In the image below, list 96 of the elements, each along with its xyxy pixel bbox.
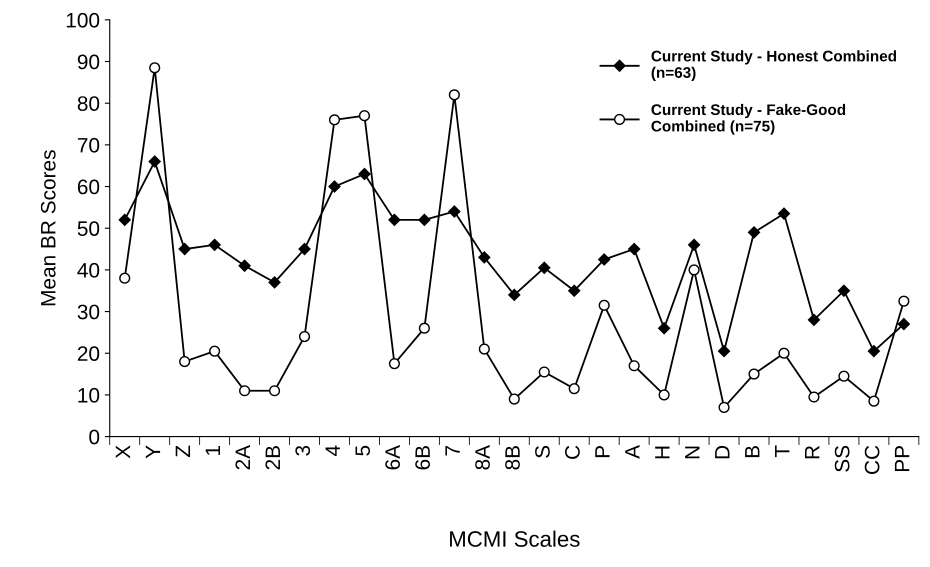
x-tick-label: A — [625, 444, 640, 459]
x-axis-title: MCMI Scales — [450, 530, 580, 547]
x-tick-label: N — [685, 446, 700, 458]
x-tick-label: C — [565, 446, 580, 459]
point — [118, 214, 131, 226]
x-tick-label: B — [745, 446, 760, 458]
y-tick-label: 80 — [78, 96, 100, 111]
point — [598, 253, 610, 266]
x-tick-label: 6B — [415, 446, 430, 470]
x-tick-label: 2A — [235, 444, 250, 470]
point — [808, 391, 820, 403]
point — [898, 296, 910, 307]
x-tick-label: 3 — [295, 446, 310, 456]
point — [868, 396, 880, 407]
x-tick-label: 8B — [505, 446, 520, 470]
x-tick-label: P — [595, 446, 610, 458]
x-tick-label: X — [116, 445, 130, 458]
y-tick-label: 10 — [78, 388, 100, 403]
point — [538, 262, 550, 274]
x-tick-label: R — [805, 446, 820, 458]
legend-label: Current Study - Fake-Good Combined (n=75) — [651, 104, 846, 135]
point — [568, 383, 580, 394]
point — [388, 214, 401, 226]
x-tick-label: PP — [894, 446, 910, 472]
point — [748, 226, 760, 238]
y-tick-label: 30 — [78, 304, 100, 320]
point — [179, 356, 190, 368]
point — [868, 345, 880, 358]
point — [358, 168, 371, 180]
point — [239, 385, 250, 396]
y-tick-label: 100 — [66, 12, 100, 28]
point — [148, 155, 161, 168]
point — [838, 370, 850, 382]
point — [418, 214, 430, 226]
x-tick-label: 7 — [445, 446, 460, 456]
point — [658, 322, 670, 334]
y-tick-label: 0 — [89, 430, 100, 444]
point — [508, 288, 520, 301]
point — [268, 276, 281, 288]
y-tick-label: 50 — [78, 221, 100, 236]
point — [568, 284, 580, 297]
point — [628, 242, 640, 256]
point — [328, 180, 341, 193]
point — [418, 322, 430, 334]
x-tick-label: Y — [146, 445, 160, 458]
point — [808, 314, 820, 326]
y-axis-title: Mean BR Scores — [40, 150, 56, 306]
point — [448, 205, 460, 218]
point — [119, 272, 130, 284]
point — [388, 358, 400, 370]
x-tick-label: CC — [864, 446, 880, 474]
point — [898, 318, 910, 330]
point — [238, 260, 251, 272]
x-tick-label: 6A — [385, 444, 400, 470]
point — [778, 348, 790, 359]
x-tick-label: 2B — [265, 446, 280, 470]
point — [688, 238, 700, 251]
x-tick-label: S — [535, 446, 550, 458]
y-tick-label: 70 — [78, 138, 100, 153]
point — [478, 251, 490, 264]
x-tick-label: 4 — [326, 446, 340, 456]
point — [298, 331, 310, 342]
y-tick-label: 60 — [78, 180, 100, 194]
point — [718, 402, 730, 413]
point — [149, 62, 160, 74]
point — [328, 114, 340, 126]
point — [748, 368, 760, 380]
x-tick-label: Z — [176, 446, 190, 457]
point — [178, 242, 191, 256]
point — [209, 346, 220, 357]
y-tick-label: 20 — [78, 346, 100, 361]
point — [538, 366, 550, 378]
point — [688, 264, 700, 276]
point — [478, 344, 490, 355]
point — [508, 394, 520, 405]
y-tick-label: 40 — [77, 262, 100, 278]
x-tick-label: 1 — [206, 446, 220, 455]
point — [658, 389, 670, 400]
point — [598, 300, 610, 311]
x-tick-label: 5 — [356, 446, 370, 456]
x-tick-label: D — [715, 446, 730, 458]
point — [778, 208, 790, 220]
point — [298, 242, 311, 256]
point — [838, 284, 850, 297]
x-tick-label: SS — [834, 446, 850, 472]
point — [628, 360, 640, 372]
y-tick-label: 90 — [78, 54, 100, 70]
point — [448, 89, 460, 100]
x-tick-label: T — [775, 445, 790, 458]
x-tick-label: 8A — [475, 444, 490, 470]
point — [358, 110, 370, 122]
point — [269, 385, 280, 396]
x-tick-label: H — [655, 446, 670, 458]
point — [718, 345, 730, 358]
point — [208, 238, 221, 251]
legend-label: Current Study - Honest Combined (n=63) — [651, 50, 896, 81]
